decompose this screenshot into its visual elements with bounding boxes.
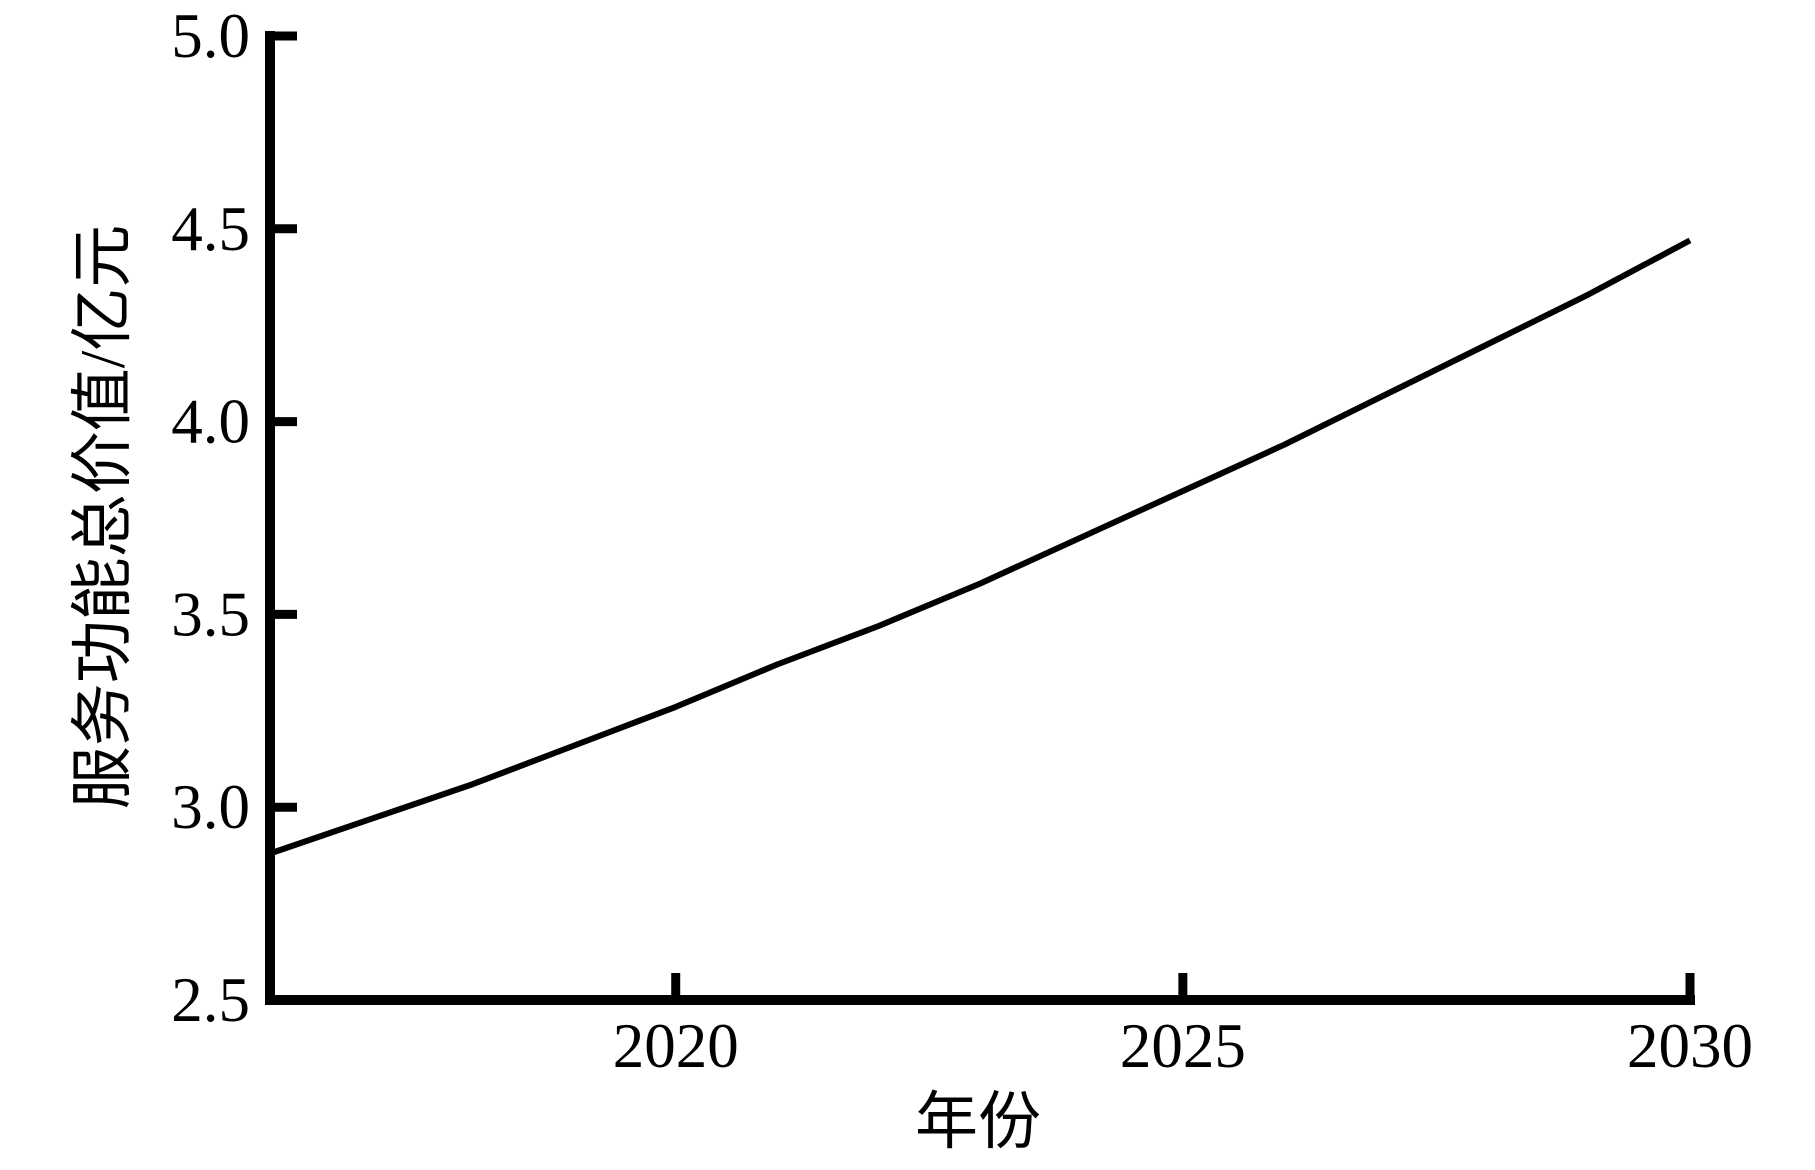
y-tick-label: 5.0: [171, 1, 250, 71]
axes: [265, 31, 1695, 1005]
y-tick-label: 3.5: [171, 579, 250, 649]
y-tick-label: 2.5: [171, 965, 250, 1035]
y-tick-label: 4.0: [171, 387, 250, 457]
x-tick-label: 2025: [1120, 1011, 1246, 1081]
x-tick-label: 2020: [613, 1011, 739, 1081]
y-tick-label: 3.0: [171, 772, 250, 842]
x-axis-title: 年份: [915, 1087, 1041, 1157]
tick-labels: 2.5 3.0 3.5 4.0 4.5 5.0 2020 2025 2030: [171, 1, 1753, 1081]
y-axis-title: 服务功能总价值/亿元: [68, 225, 138, 810]
y-tick-label: 4.5: [171, 194, 250, 264]
data-series-line: [269, 237, 1692, 857]
x-tick-label: 2030: [1627, 1011, 1753, 1081]
chart-generated-layer: 2.5 3.0 3.5 4.0 4.5 5.0 2020 2025 2030: [171, 1, 1753, 1081]
axis-ticks: [272, 31, 1695, 1005]
